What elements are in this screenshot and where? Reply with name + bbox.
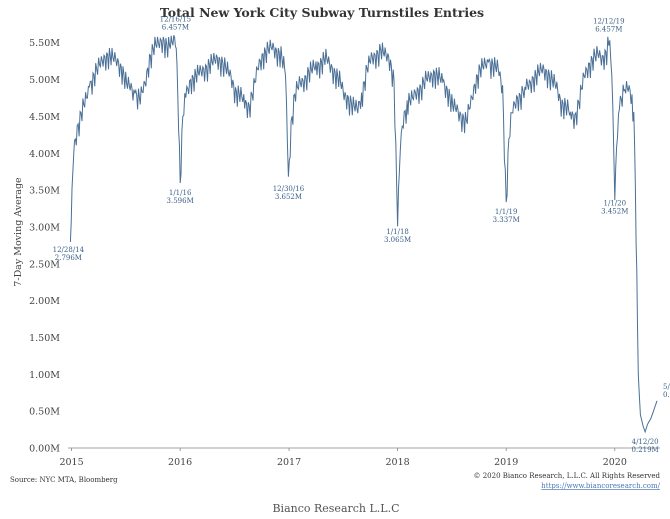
annotation: 12/28/142.796M (53, 246, 85, 262)
annotation-date: 1/1/19 (495, 208, 518, 216)
annotation-date: 5/22/20 (663, 383, 670, 391)
annotation-value: 0.219M (632, 446, 659, 454)
annotation-value: 3.065M (384, 236, 411, 244)
x-tick-label: 2016 (168, 457, 192, 468)
annotation-value: 3.596M (167, 197, 194, 205)
y-tick-label: 5.50M (29, 38, 60, 49)
annotation-value: 3.337M (493, 216, 520, 224)
source-note: Source: NYC MTA, Bloomberg (10, 476, 118, 484)
y-tick-label: 1.00M (29, 370, 60, 381)
x-tick-label: 2017 (277, 457, 301, 468)
website-link[interactable]: https://www.biancoresearch.com/ (541, 482, 660, 490)
annotation-date: 1/1/18 (386, 228, 409, 236)
y-tick-label: 4.00M (29, 149, 60, 160)
annotation: 1/1/203.452M (601, 200, 628, 216)
annotation-date: 4/12/20 (632, 438, 659, 446)
annotation-value: 6.457M (162, 23, 189, 31)
annotation: 1/1/183.065M (384, 228, 411, 244)
annotation: 5/22/200.641M (663, 383, 670, 399)
annotation-value: 3.652M (275, 193, 302, 201)
annotation-date: 12/28/14 (53, 246, 85, 254)
annotation-date: 1/1/20 (604, 200, 627, 208)
annotations: 12/28/142.796M12/16/156.457M1/1/163.596M… (53, 15, 670, 453)
x-tick-label: 2020 (603, 457, 627, 468)
annotation: 1/1/193.337M (493, 208, 520, 224)
y-tick-label: 3.00M (29, 222, 60, 233)
y-axis: 0.00M 0.50M 1.00M 1.50M 2.00M 2.50M 3.00M 3.50M… (29, 38, 60, 454)
y-tick-label: 5.00M (29, 75, 60, 86)
annotation-value: 6.457M (595, 26, 622, 34)
chart-title: Total New York City Subway Turnstiles En… (160, 5, 484, 20)
x-tick-label: 2019 (494, 457, 518, 468)
annotation-value: 0.641M (663, 391, 670, 399)
annotation: 4/12/200.219M (632, 438, 659, 454)
series-line (69, 35, 658, 434)
annotation-date: 1/1/16 (169, 189, 192, 197)
x-axis: 2015 2016 2017 2018 2019 2020 (59, 448, 627, 468)
y-tick-label: 3.50M (29, 186, 60, 197)
annotation: 12/12/196.457M (593, 18, 624, 34)
annotation-date: 12/12/19 (593, 18, 624, 26)
annotation-value: 3.452M (601, 208, 628, 216)
y-tick-label: 0.50M (29, 407, 60, 418)
x-tick-label: 2015 (59, 457, 83, 468)
y-tick-label: 2.00M (29, 296, 60, 307)
y-tick-label: 4.50M (29, 112, 60, 123)
image-caption: Bianco Research L.L.C (272, 502, 399, 515)
y-tick-label: 2.50M (29, 259, 60, 270)
annotation: 1/1/163.596M (167, 189, 194, 205)
annotation: 12/30/163.652M (273, 185, 305, 201)
x-tick-label: 2018 (386, 457, 410, 468)
y-axis-label: 7-Day Moving Average (13, 177, 24, 287)
annotation-date: 12/30/16 (273, 185, 305, 193)
y-tick-label: 0.00M (29, 444, 60, 455)
annotation: 12/16/156.457M (160, 15, 191, 31)
annotation-value: 2.796M (55, 254, 82, 262)
copyright-note: © 2020 Bianco Research, L.L.C. All Right… (474, 472, 661, 480)
y-tick-label: 1.50M (29, 333, 60, 344)
annotation-date: 12/16/15 (160, 15, 191, 23)
